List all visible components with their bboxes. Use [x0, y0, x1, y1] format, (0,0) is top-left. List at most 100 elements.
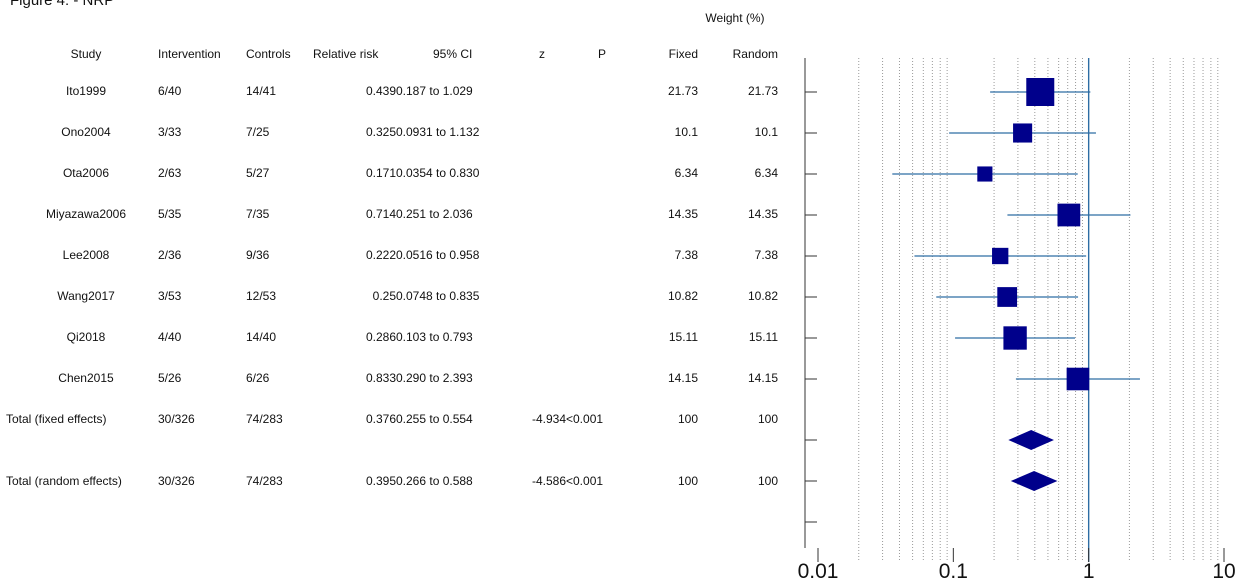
cell-ci: 0.0354 to 0.830	[396, 166, 480, 180]
x-tick-label: 0.01	[798, 560, 839, 582]
cell-rr: 0.439	[365, 84, 396, 98]
study-marker	[1057, 203, 1081, 227]
cell-fixed: 15.11	[668, 330, 698, 344]
cell-intervention: 2/36	[158, 248, 182, 262]
study-marker	[1013, 123, 1033, 143]
study-marker	[1026, 78, 1055, 106]
cell-random: 14.15	[747, 371, 778, 385]
figure-title: Figure 4: - NRP	[10, 0, 115, 9]
cell-random: 14.35	[747, 207, 778, 221]
cell-ci: 0.255 to 0.554	[396, 412, 473, 426]
cell-random: 100	[757, 474, 778, 488]
cell-rr: 0.376	[365, 412, 396, 426]
cell-fixed: 7.38	[674, 248, 698, 262]
cell-ci: 0.290 to 2.393	[396, 371, 473, 385]
cell-controls: 14/40	[246, 330, 277, 344]
study-marker	[1066, 367, 1090, 391]
cell-fixed: 6.34	[674, 166, 698, 180]
cell-study: Qi2018	[66, 330, 106, 344]
cell-controls: 9/36	[246, 248, 270, 262]
cell-rr: 0.171	[365, 166, 396, 180]
cell-fixed: 21.73	[667, 84, 698, 98]
cell-rr: 0.714	[365, 207, 396, 221]
pooled-diamond	[1010, 471, 1058, 491]
cell-controls: 7/35	[246, 207, 270, 221]
header-p: P	[597, 47, 606, 61]
cell-ci: 0.103 to 0.793	[396, 330, 473, 344]
weight-header: Weight (%)	[705, 11, 765, 25]
cell-intervention: 3/33	[158, 125, 182, 139]
cell-intervention: 2/63	[158, 166, 182, 180]
cell-controls: 6/26	[246, 371, 270, 385]
cell-study: Lee2008	[62, 248, 110, 262]
cell-z: -4.934	[531, 412, 566, 426]
x-tick-label: 1	[1083, 560, 1095, 582]
cell-controls: 14/41	[246, 84, 277, 98]
cell-intervention: 4/40	[158, 330, 182, 344]
cell-intervention: 6/40	[158, 84, 182, 98]
cell-fixed: 10.1	[674, 125, 698, 139]
cell-random: 15.11	[748, 330, 778, 344]
cell-intervention: 30/326	[158, 412, 195, 426]
header-controls: Controls	[246, 47, 291, 61]
cell-ci: 0.0931 to 1.132	[396, 125, 480, 139]
header-study: Study	[70, 47, 102, 61]
cell-fixed: 14.15	[667, 371, 698, 385]
header-intervention: Intervention	[158, 47, 221, 61]
cell-intervention: 30/326	[158, 474, 195, 488]
cell-controls: 5/27	[246, 166, 270, 180]
cell-fixed: 14.35	[667, 207, 698, 221]
cell-study: Total (fixed effects)	[6, 412, 107, 426]
cell-ci: 0.0748 to 0.835	[396, 289, 480, 303]
cell-random: 21.73	[747, 84, 778, 98]
header-fixed: Fixed	[668, 47, 698, 61]
cell-random: 10.1	[754, 125, 778, 139]
cell-rr: 0.222	[365, 248, 396, 262]
cell-study: Ota2006	[62, 166, 110, 180]
cell-p: <0.001	[566, 412, 604, 426]
study-marker	[977, 166, 993, 182]
cell-ci: 0.0516 to 0.958	[396, 248, 480, 262]
cell-intervention: 5/26	[158, 371, 182, 385]
cell-p: <0.001	[566, 474, 604, 488]
cell-random: 7.38	[754, 248, 778, 262]
cell-study: Wang2017	[57, 289, 115, 303]
cell-study: Miyazawa2006	[45, 207, 127, 221]
pooled-diamond	[1008, 430, 1054, 450]
cell-fixed: 10.82	[667, 289, 698, 303]
cell-controls: 74/283	[246, 412, 283, 426]
study-marker	[992, 247, 1009, 265]
x-tick-label: 10	[1212, 560, 1235, 582]
header-random: Random	[732, 47, 778, 61]
cell-intervention: 5/35	[158, 207, 182, 221]
cell-study: Total (random effects)	[6, 474, 122, 488]
header-z: z	[539, 47, 545, 61]
header-relative-risk: Relative risk	[313, 47, 379, 61]
cell-z: -4.586	[531, 474, 566, 488]
cell-random: 10.82	[747, 289, 778, 303]
cell-controls: 7/25	[246, 125, 270, 139]
cell-ci: 0.266 to 0.588	[396, 474, 473, 488]
cell-study: Ono2004	[61, 125, 111, 139]
x-tick-label: 0.1	[939, 560, 968, 582]
cell-rr: 0.286	[365, 330, 396, 344]
cell-fixed: 100	[677, 474, 698, 488]
cell-rr: 0.25	[372, 289, 396, 303]
cell-study: Chen2015	[58, 371, 114, 385]
cell-random: 6.34	[754, 166, 778, 180]
cell-controls: 12/53	[246, 289, 277, 303]
cell-rr: 0.395	[365, 474, 396, 488]
cell-study: Ito1999	[65, 84, 107, 98]
cell-rr: 0.325	[365, 125, 396, 139]
cell-rr: 0.833	[365, 371, 396, 385]
study-marker	[1003, 326, 1027, 350]
cell-controls: 74/283	[246, 474, 283, 488]
cell-ci: 0.187 to 1.029	[396, 84, 473, 98]
study-marker	[997, 287, 1018, 307]
cell-ci: 0.251 to 2.036	[396, 207, 473, 221]
header-ci: 95% CI	[433, 47, 473, 61]
cell-random: 100	[757, 412, 778, 426]
cell-intervention: 3/53	[158, 289, 182, 303]
cell-fixed: 100	[677, 412, 698, 426]
